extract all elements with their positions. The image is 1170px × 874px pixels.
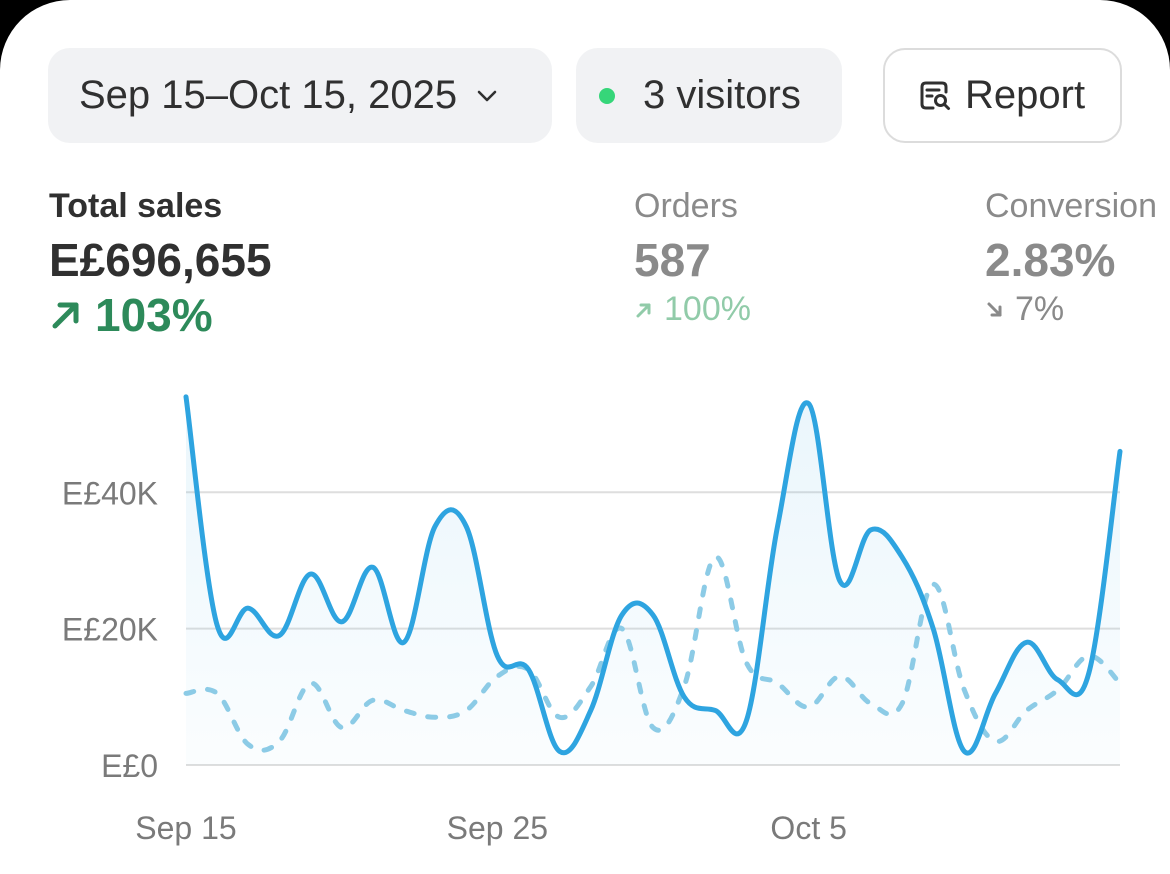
conversion-label: Conversion <box>985 187 1157 225</box>
visitors-button[interactable]: 3 visitors <box>576 48 842 143</box>
report-search-icon <box>920 81 950 110</box>
y-tick-label: E£40K <box>62 475 158 511</box>
conversion-change-value: 7% <box>1015 290 1065 328</box>
total-sales-value: E£696,655 <box>49 234 272 286</box>
date-range-selector[interactable]: Sep 15–Oct 15, 2025 <box>48 48 552 143</box>
orders-value: 587 <box>634 234 711 286</box>
x-tick-label: Oct 5 <box>770 810 846 846</box>
sales-area-fill <box>186 396 1120 765</box>
current-series-line <box>183 394 1123 756</box>
orders-metric[interactable]: Orders 587 100% <box>634 186 751 329</box>
arrow-down-right-icon <box>987 302 1002 316</box>
date-range-label: Sep 15–Oct 15, 2025 <box>79 73 458 117</box>
orders-change: 100% <box>634 290 751 329</box>
report-label: Report <box>965 73 1086 117</box>
visitors-label: 3 visitors <box>643 73 801 117</box>
conversion-metric[interactable]: Conversion 2.83% 7% <box>985 186 1157 329</box>
total-sales-metric[interactable]: Total sales E£696,655 103% <box>49 186 272 342</box>
total-sales-change-value: 103% <box>95 289 213 341</box>
total-sales-label: Total sales <box>49 187 223 225</box>
x-tick-label: Sep 25 <box>447 810 548 846</box>
chevron-down-icon <box>477 90 497 101</box>
arrow-up-right-icon <box>52 302 79 329</box>
y-tick-label: E£20K <box>62 612 158 648</box>
orders-change-value: 100% <box>664 290 751 328</box>
conversion-value: 2.83% <box>985 234 1116 286</box>
arrow-up-right-icon <box>636 303 651 317</box>
x-tick-label: Sep 15 <box>135 810 236 846</box>
live-status-dot <box>599 87 615 104</box>
total-sales-change: 103% <box>49 288 272 342</box>
report-button[interactable]: Report <box>883 48 1122 143</box>
orders-label: Orders <box>634 187 738 225</box>
conversion-change: 7% <box>985 290 1157 329</box>
sales-line-chart: E£0 E£20K E£40K Sep 15 Sep 25 Oct 5 <box>62 394 1123 846</box>
y-tick-label: E£0 <box>101 748 158 784</box>
